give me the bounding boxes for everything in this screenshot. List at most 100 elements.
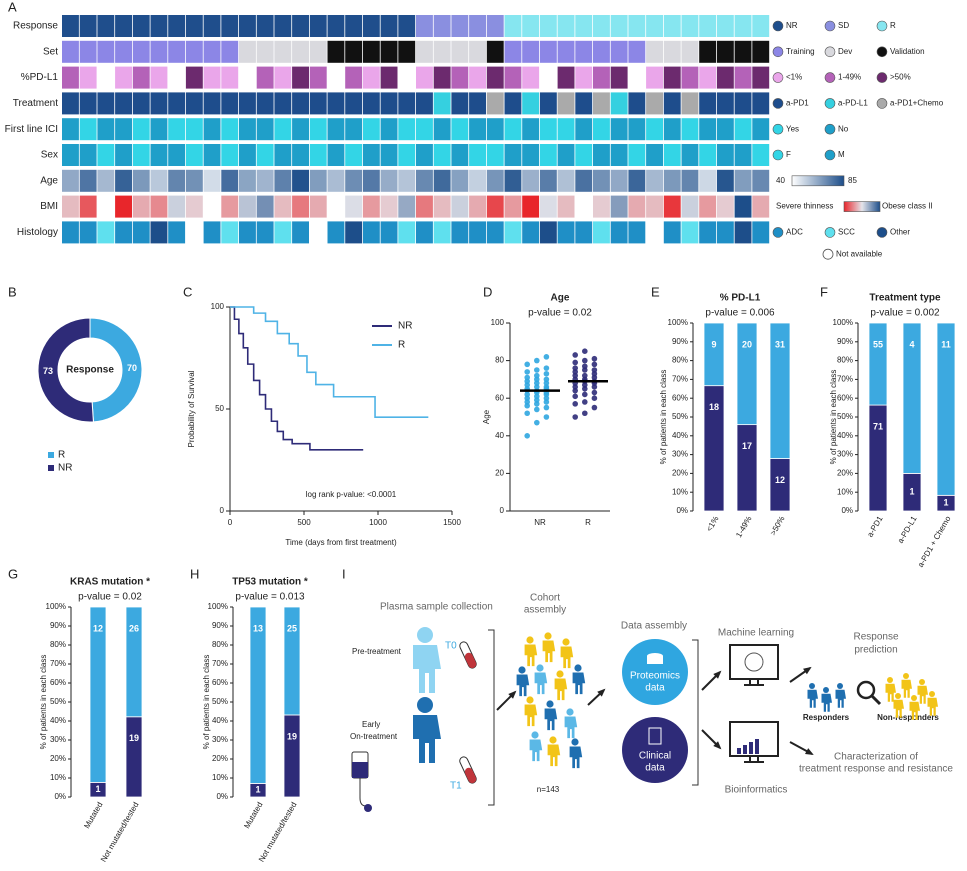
bar-segment <box>249 606 267 784</box>
person-icon <box>413 645 441 693</box>
y-tick-label: 90% <box>50 621 66 630</box>
heatmap-cell <box>97 92 115 115</box>
heatmap-cell <box>380 169 398 192</box>
legend-label: a-PD1 <box>786 99 809 108</box>
annotation: log rank p-value: <0.0001 <box>306 490 397 499</box>
chart-icon <box>743 745 747 754</box>
legend-label: R <box>398 340 405 351</box>
heatmap-cell <box>398 92 416 115</box>
data-label: 1 <box>95 784 100 794</box>
heatmap-cell <box>256 221 274 244</box>
heatmap-cell <box>539 144 557 166</box>
legend-label: >50% <box>890 73 911 82</box>
heatmap-cell <box>132 66 150 89</box>
legend-label: R <box>890 21 896 30</box>
data-label: 25 <box>287 623 297 633</box>
heatmap-cell <box>239 118 256 141</box>
heatmap-cell <box>203 92 221 115</box>
heatmap-cell <box>168 15 186 37</box>
heatmap-cell <box>185 66 203 89</box>
heatmap-cell <box>752 66 770 89</box>
heatmap-cell <box>504 118 522 141</box>
heatmap-cell <box>203 221 221 244</box>
heatmap-cell <box>433 221 451 244</box>
legend-label: a-PD1+Chemo <box>890 99 944 108</box>
donut-segment <box>37 317 94 423</box>
heatmap-cell <box>221 15 239 37</box>
arrow-head <box>803 666 812 675</box>
heatmap-cell <box>185 15 203 37</box>
step-label: Machine learning <box>718 628 794 639</box>
person-icon <box>835 689 846 708</box>
heatmap-cell <box>539 195 557 218</box>
heatmap-cell <box>486 169 504 192</box>
heatmap-cell <box>628 169 646 192</box>
y-tick-label: 60% <box>212 678 228 687</box>
heatmap-cell <box>539 92 557 115</box>
heatmap-cell <box>115 118 132 141</box>
heatmap-cell <box>274 144 292 166</box>
heatmap-cell <box>256 118 274 141</box>
person-icon <box>542 640 556 663</box>
heatmap-cell <box>504 92 522 115</box>
heatmap-cell <box>522 118 540 141</box>
data-label: 11 <box>941 339 951 349</box>
heatmap-cell <box>380 92 398 115</box>
chart-subtitle: p-value = 0.02 <box>78 592 142 603</box>
legend-label: F <box>786 150 791 159</box>
x-tick-label: 500 <box>297 518 311 527</box>
heatmap-cell <box>663 66 681 89</box>
heatmap-cell <box>663 221 681 244</box>
heatmap-cell <box>752 169 770 192</box>
heatmap-cell <box>256 195 274 218</box>
data-point <box>572 365 578 371</box>
heatmap-cell <box>433 144 451 166</box>
y-tick-label: 0 <box>500 506 505 515</box>
heatmap-cell <box>681 221 699 244</box>
heatmap-cell <box>433 15 451 37</box>
heatmap-cell <box>451 221 469 244</box>
heatmap-cell <box>539 221 557 244</box>
x-tick-label: <1% <box>705 515 721 534</box>
person-icon <box>909 701 920 720</box>
heatmap-cell <box>575 15 593 37</box>
heatmap-cell <box>327 144 345 166</box>
heatmap-cell <box>681 118 699 141</box>
bar-segment <box>283 606 301 716</box>
data-label: 4 <box>909 339 914 349</box>
heatmap-cell <box>557 195 575 218</box>
heatmap-cell <box>416 144 433 166</box>
heatmap-cell <box>416 195 433 218</box>
data-point <box>591 367 598 373</box>
heatmap-cell <box>628 221 646 244</box>
heatmap-cell <box>646 66 663 89</box>
heatmap-cell <box>451 195 469 218</box>
heatmap-cell <box>734 40 752 63</box>
heatmap-cell <box>646 118 663 141</box>
legend-swatch <box>824 123 836 135</box>
heatmap-cell <box>292 92 309 115</box>
heatmap-cell <box>610 195 628 218</box>
legend-swatch <box>876 20 888 32</box>
heatmap-cell <box>610 221 628 244</box>
heatmap-cell <box>646 195 663 218</box>
step-label: treatment response and resistance <box>799 764 953 775</box>
heatmap-cell <box>132 221 150 244</box>
heatmap-cell <box>380 118 398 141</box>
panel-letter: B <box>8 284 17 299</box>
heatmap-cell <box>97 40 115 63</box>
x-tick-label: Not mutated/tested <box>99 801 141 864</box>
x-tick-label: 1000 <box>369 518 387 527</box>
panel-letter: A <box>8 0 17 14</box>
heatmap-cell <box>716 66 734 89</box>
heatmap-cell <box>309 92 327 115</box>
data-label: 31 <box>775 339 785 349</box>
bar-segment <box>736 322 758 426</box>
legend-label: Dev <box>838 47 852 56</box>
y-tick-label: 100% <box>46 602 66 611</box>
person-icon <box>564 716 578 739</box>
heatmap-cell <box>610 169 628 192</box>
legend-swatch <box>772 98 784 109</box>
heatmap-cell <box>309 66 327 89</box>
iv-fluid <box>352 762 368 778</box>
